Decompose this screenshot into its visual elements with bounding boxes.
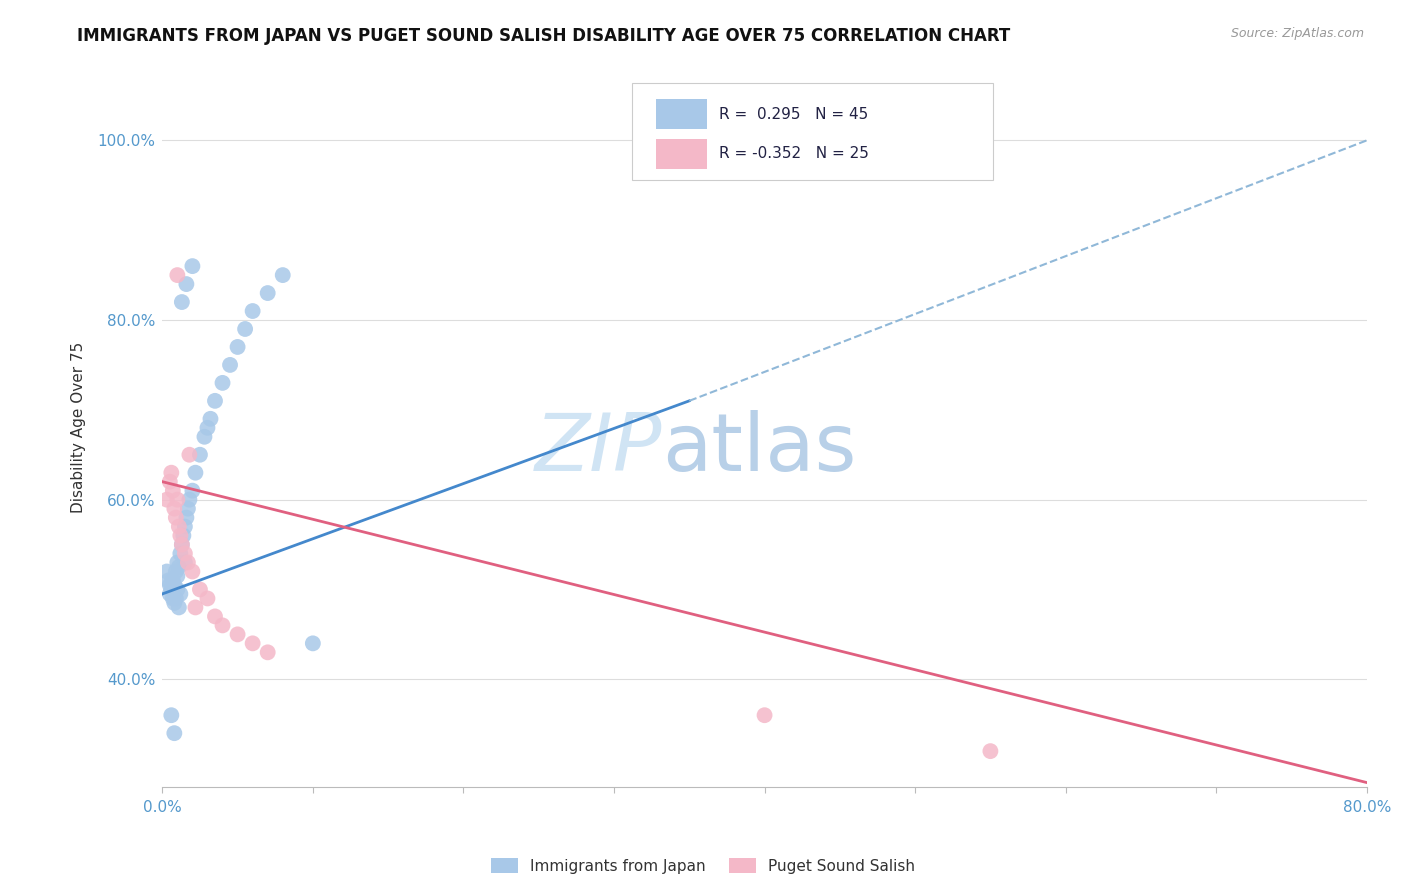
Point (184, 466, 207, 480)
Point (157, 574, 180, 588)
Point (159, 587, 181, 601)
Point (166, 556, 188, 570)
Point (256, 286, 278, 301)
Point (163, 726, 186, 740)
Point (162, 591, 184, 606)
Point (159, 475, 181, 489)
Point (176, 277, 198, 291)
Point (188, 448, 211, 462)
Point (204, 393, 226, 408)
Point (160, 708, 183, 723)
Point (204, 609, 226, 624)
Point (156, 565, 179, 579)
Point (173, 556, 195, 570)
Point (219, 358, 242, 372)
Point (169, 547, 191, 561)
Text: ZIP: ZIP (534, 410, 662, 488)
Point (242, 636, 264, 650)
Point (179, 448, 201, 462)
Point (160, 582, 183, 597)
Point (211, 618, 233, 632)
Point (193, 430, 215, 444)
Point (165, 591, 187, 606)
Point (156, 492, 179, 507)
Point (181, 483, 204, 498)
Point (170, 537, 193, 551)
Point (162, 483, 184, 498)
Point (197, 591, 219, 606)
Text: IMMIGRANTS FROM JAPAN VS PUGET SOUND SALISH DISABILITY AGE OVER 75 CORRELATION C: IMMIGRANTS FROM JAPAN VS PUGET SOUND SAL… (77, 27, 1011, 45)
Point (242, 304, 264, 318)
Point (170, 537, 193, 551)
Point (159, 578, 181, 592)
Point (170, 295, 193, 310)
Legend: Immigrants from Japan, Puget Sound Salish: Immigrants from Japan, Puget Sound Salis… (485, 852, 921, 880)
Point (172, 528, 194, 542)
FancyBboxPatch shape (633, 83, 994, 180)
Point (200, 412, 222, 426)
Point (184, 600, 207, 615)
Point (165, 565, 187, 579)
Point (167, 519, 190, 533)
Text: R = -0.352   N = 25: R = -0.352 N = 25 (718, 146, 869, 161)
Point (169, 587, 191, 601)
Point (177, 501, 200, 516)
Point (302, 636, 325, 650)
Point (173, 519, 195, 533)
Point (176, 510, 198, 524)
Point (181, 259, 204, 273)
Point (754, 708, 776, 723)
Point (179, 492, 201, 507)
Point (226, 340, 249, 354)
FancyBboxPatch shape (657, 99, 707, 129)
Point (233, 322, 256, 336)
Point (188, 582, 211, 597)
Point (166, 569, 188, 583)
Point (166, 582, 188, 597)
Point (166, 268, 188, 282)
Point (197, 421, 219, 435)
FancyBboxPatch shape (657, 139, 707, 169)
Point (271, 268, 294, 282)
Point (181, 565, 204, 579)
Point (173, 547, 195, 561)
Point (163, 501, 186, 516)
Point (256, 645, 278, 659)
Point (167, 560, 190, 574)
Text: atlas: atlas (662, 410, 856, 488)
Point (226, 627, 249, 641)
Point (163, 578, 186, 592)
Point (160, 466, 183, 480)
Point (979, 744, 1001, 758)
Text: R =  0.295   N = 45: R = 0.295 N = 45 (718, 107, 868, 121)
Point (167, 600, 190, 615)
Point (162, 574, 184, 588)
Point (177, 556, 200, 570)
Point (166, 492, 188, 507)
Point (163, 596, 186, 610)
Point (211, 376, 233, 390)
Text: Source: ZipAtlas.com: Source: ZipAtlas.com (1230, 27, 1364, 40)
Point (165, 510, 187, 524)
Point (169, 528, 191, 542)
Y-axis label: Disability Age Over 75: Disability Age Over 75 (72, 343, 86, 514)
